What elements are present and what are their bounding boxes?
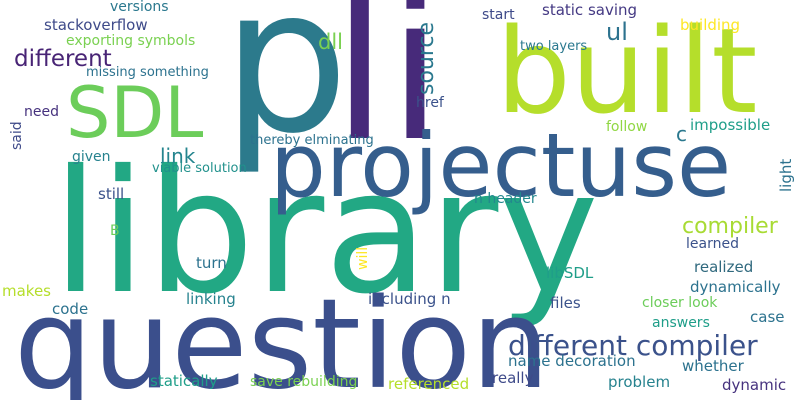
word-library: library: [52, 134, 599, 332]
word-problem: problem: [608, 373, 671, 391]
word-name-decoration: name decoration: [508, 352, 636, 370]
word-projectuse: projectuse: [270, 114, 732, 217]
word-static-saving: static saving: [542, 1, 638, 19]
word-given: given: [72, 149, 111, 165]
word-source: source: [414, 21, 439, 95]
word-really: really: [492, 369, 534, 387]
word-whether: whether: [682, 357, 744, 375]
word-impossible: impossible: [690, 116, 771, 134]
word-makes: makes: [2, 282, 51, 300]
word-ul: ul: [606, 18, 628, 46]
word-light: light: [777, 158, 795, 192]
word-follow: follow: [606, 119, 648, 135]
word-compiler: compiler: [682, 214, 778, 239]
word-realized: realized: [694, 258, 754, 276]
word-need: need: [24, 104, 59, 120]
word-built: built: [496, 2, 758, 140]
word-two-layers: two layers: [520, 39, 588, 54]
word-including-n: including n: [368, 290, 451, 308]
word-building: building: [680, 16, 741, 34]
word-li: li: [332, 0, 444, 186]
word-sdl: SDL: [66, 72, 204, 154]
word-c: c: [676, 122, 687, 146]
word-n-header: n header: [474, 191, 537, 207]
word-dynamically: dynamically: [690, 278, 781, 296]
word-will: will: [355, 246, 371, 270]
word-files: files: [550, 294, 581, 312]
word-dynamic: dynamic: [722, 376, 787, 394]
word-start: start: [482, 7, 515, 23]
word-libsdl: libSDL: [546, 264, 594, 282]
word-learned: learned: [686, 236, 739, 252]
word-said: said: [9, 121, 25, 150]
word-href: href: [416, 95, 444, 111]
word-still: still: [98, 185, 125, 203]
word-question: question: [14, 273, 550, 400]
word-case: case: [750, 308, 785, 326]
word-turn: turn: [196, 254, 227, 272]
word-link: link: [160, 144, 196, 168]
word-referenced: referenced: [388, 375, 470, 393]
word-b: B: [110, 223, 120, 239]
word-p: p: [222, 0, 349, 178]
word-thereby-elminating: thereby elminating: [250, 133, 374, 148]
word-answers: answers: [652, 315, 710, 331]
word-viable-solution: viable solution: [152, 161, 247, 176]
word-linking: linking: [186, 290, 236, 308]
word-exporting-symbols: exporting symbols: [66, 33, 196, 49]
word-missing-something: missing something: [86, 65, 209, 80]
word-dll: dll: [318, 30, 343, 54]
word-code: code: [52, 300, 89, 318]
word-save-rebuilding: save rebuilding: [250, 374, 358, 390]
word-closer-look: closer look: [642, 295, 718, 311]
word-stackoverflow: stackoverflow: [44, 16, 148, 34]
word-different: different: [14, 46, 112, 72]
word-statically: statically: [150, 372, 218, 390]
word-versions: versions: [110, 0, 169, 15]
word-different-compiler: different compiler: [508, 329, 758, 362]
